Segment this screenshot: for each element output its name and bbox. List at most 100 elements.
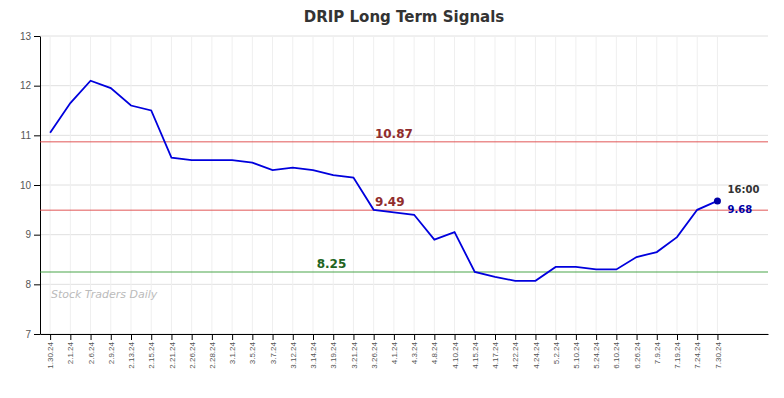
- x-tick-mark: [374, 334, 375, 340]
- x-tick: 2.6.24: [87, 334, 96, 364]
- y-tick-mark: [34, 334, 40, 335]
- watermark: Stock Traders Daily: [51, 288, 158, 301]
- grid-line-x: [636, 36, 637, 334]
- grid-line-x: [232, 36, 233, 334]
- x-tick-mark: [50, 334, 51, 340]
- y-tick: 9: [25, 229, 40, 240]
- x-tick: 4.10.24: [451, 334, 460, 369]
- y-axis: 78910111213: [20, 31, 41, 340]
- y-tick-mark: [34, 86, 40, 87]
- x-tick-label: 6.10.24: [612, 341, 621, 368]
- plot-area: Stock Traders Daily 1.30.24 2.1.24 2.6.24 2.…: [20, 31, 769, 369]
- x-tick-mark: [556, 334, 557, 340]
- x-tick-label: 4.3.24: [410, 341, 419, 364]
- x-tick-label: 3.21.24: [350, 341, 359, 368]
- x-tick-mark: [434, 334, 435, 340]
- x-tick-mark: [252, 334, 253, 340]
- x-tick: 7.19.24: [673, 334, 682, 369]
- x-tick-mark: [192, 334, 193, 340]
- x-tick-mark: [293, 334, 294, 340]
- x-tick-mark: [596, 334, 597, 340]
- x-axis: 1.30.242.1.242.6.242.9.242.13.242.15.242…: [41, 334, 769, 369]
- y-tick-mark: [34, 135, 40, 136]
- x-tick: 4.15.24: [471, 334, 480, 369]
- x-tick: 4.3.24: [410, 334, 419, 364]
- grid-line-x: [171, 36, 172, 334]
- grid-line-y: [40, 234, 768, 235]
- x-tick-label: 2.1.24: [66, 341, 75, 364]
- x-tick-mark: [111, 334, 112, 340]
- x-tick-label: 5.10.24: [572, 341, 581, 368]
- end-point: [714, 197, 721, 204]
- y-tick-label: 9: [25, 229, 31, 240]
- x-tick-mark: [455, 334, 456, 340]
- x-tick: 4.24.24: [532, 334, 541, 369]
- x-tick-mark: [717, 334, 718, 340]
- x-tick-label: 4.24.24: [532, 341, 541, 368]
- y-tick-label: 7: [25, 329, 31, 340]
- x-tick-label: 7.30.24: [714, 341, 723, 368]
- x-tick-mark: [495, 334, 496, 340]
- x-tick-mark: [70, 334, 71, 340]
- reference-label: 9.49: [375, 195, 405, 209]
- grid-line-x: [656, 36, 657, 334]
- x-tick-mark: [576, 334, 577, 340]
- grid-line-x: [434, 36, 435, 334]
- grid-line-x: [191, 36, 192, 334]
- x-tick-mark: [697, 334, 698, 340]
- x-tick-label: 3.19.24: [329, 341, 338, 368]
- x-tick-mark: [212, 334, 213, 340]
- reference-label: 10.87: [375, 127, 413, 141]
- x-tick-mark: [131, 334, 132, 340]
- grid-line-x: [555, 36, 556, 334]
- x-tick: 3.21.24: [350, 334, 359, 369]
- x-tick-label: 4.8.24: [430, 341, 439, 364]
- x-tick-label: 3.12.24: [289, 341, 298, 368]
- x-tick: 3.5.24: [248, 334, 257, 364]
- grid-line-x: [616, 36, 617, 334]
- y-axis-line: [40, 37, 41, 335]
- x-tick: 5.24.24: [592, 334, 601, 369]
- grid-line-y: [40, 185, 768, 186]
- x-tick-label: 2.26.24: [188, 341, 197, 368]
- x-tick-label: 2.6.24: [87, 341, 96, 364]
- x-tick: 5.10.24: [572, 334, 581, 369]
- x-tick-mark: [353, 334, 354, 340]
- end-annotation: 16:00: [728, 184, 760, 195]
- y-tick: 8: [25, 279, 40, 290]
- y-tick-label: 11: [21, 130, 32, 141]
- x-tick: 4.17.24: [491, 334, 500, 369]
- y-tick: 13: [20, 31, 40, 42]
- x-tick-mark: [637, 334, 638, 340]
- x-tick-label: 7.24.24: [693, 341, 702, 368]
- grid-line-y: [40, 284, 768, 285]
- y-tick: 7: [25, 329, 40, 340]
- end-annotation: 9.68: [728, 204, 753, 215]
- grid-line-x: [333, 36, 334, 334]
- grid-line-x: [393, 36, 394, 334]
- reference-line: [40, 210, 768, 212]
- y-tick-label: 8: [25, 279, 31, 290]
- x-tick-mark: [232, 334, 233, 340]
- grid-line-x: [677, 36, 678, 334]
- grid-line-x: [535, 36, 536, 334]
- x-tick: 7.24.24: [693, 334, 702, 369]
- reference-line: [40, 271, 768, 273]
- x-tick-label: 3.14.24: [309, 341, 318, 368]
- x-tick-label: 6.26.24: [633, 341, 642, 368]
- x-tick-mark: [151, 334, 152, 340]
- grid-line-x: [353, 36, 354, 334]
- x-tick-label: 1.30.24: [46, 341, 55, 368]
- x-tick: 2.9.24: [107, 334, 116, 364]
- x-tick: 3.7.24: [269, 334, 278, 364]
- x-axis-line: [41, 334, 769, 335]
- grid-line-x: [454, 36, 455, 334]
- grid-line-x: [717, 36, 718, 334]
- y-tick-mark: [34, 235, 40, 236]
- x-tick: 4.8.24: [430, 334, 439, 364]
- x-tick-mark: [333, 334, 334, 340]
- x-tick-label: 2.13.24: [127, 341, 136, 368]
- x-tick-mark: [535, 334, 536, 340]
- x-tick: 3.1.24: [228, 334, 237, 364]
- y-tick-mark: [34, 36, 40, 37]
